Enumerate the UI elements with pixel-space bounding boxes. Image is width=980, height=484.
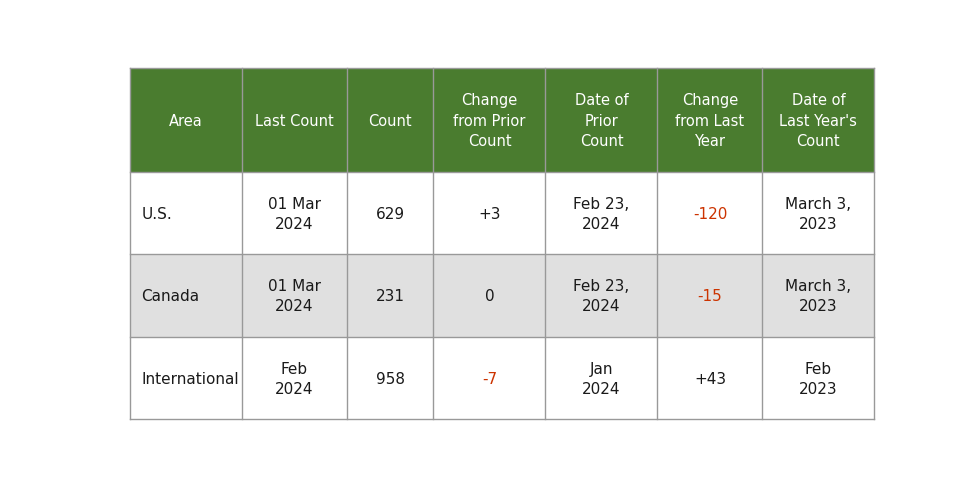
- Bar: [546, 69, 658, 173]
- Bar: [242, 255, 347, 337]
- Bar: [658, 255, 762, 337]
- Bar: [762, 173, 874, 255]
- Text: Change
from Last
Year: Change from Last Year: [675, 93, 745, 149]
- Text: -7: -7: [482, 371, 497, 386]
- Bar: [433, 69, 546, 173]
- Text: Jan
2024: Jan 2024: [582, 361, 620, 396]
- Text: March 3,
2023: March 3, 2023: [785, 279, 852, 314]
- Bar: [130, 337, 242, 420]
- Bar: [433, 173, 546, 255]
- Text: 958: 958: [375, 371, 405, 386]
- Bar: [242, 337, 347, 420]
- Bar: [130, 255, 242, 337]
- Text: Count: Count: [368, 113, 412, 128]
- Text: 01 Mar
2024: 01 Mar 2024: [269, 279, 321, 314]
- Text: March 3,
2023: March 3, 2023: [785, 197, 852, 231]
- Bar: [762, 255, 874, 337]
- Text: Change
from Prior
Count: Change from Prior Count: [454, 93, 525, 149]
- Text: Date of
Prior
Count: Date of Prior Count: [574, 93, 628, 149]
- Bar: [433, 255, 546, 337]
- Text: 231: 231: [375, 288, 405, 303]
- Text: Date of
Last Year's
Count: Date of Last Year's Count: [779, 93, 858, 149]
- Bar: [347, 69, 433, 173]
- Bar: [347, 337, 433, 420]
- Bar: [762, 69, 874, 173]
- Bar: [546, 337, 658, 420]
- Text: Feb 23,
2024: Feb 23, 2024: [573, 197, 629, 231]
- Text: U.S.: U.S.: [141, 206, 172, 221]
- Text: International: International: [141, 371, 239, 386]
- Text: 01 Mar
2024: 01 Mar 2024: [269, 197, 321, 231]
- Text: 0: 0: [485, 288, 494, 303]
- Text: -120: -120: [693, 206, 727, 221]
- Text: Feb
2023: Feb 2023: [799, 361, 838, 396]
- Bar: [347, 255, 433, 337]
- Bar: [658, 69, 762, 173]
- Bar: [762, 337, 874, 420]
- Bar: [546, 173, 658, 255]
- Text: Feb
2024: Feb 2024: [275, 361, 314, 396]
- Bar: [546, 255, 658, 337]
- Bar: [347, 173, 433, 255]
- Text: 629: 629: [375, 206, 405, 221]
- Bar: [658, 337, 762, 420]
- Text: -15: -15: [698, 288, 722, 303]
- Text: Feb 23,
2024: Feb 23, 2024: [573, 279, 629, 314]
- Bar: [130, 69, 242, 173]
- Text: +3: +3: [478, 206, 501, 221]
- Bar: [433, 337, 546, 420]
- Bar: [658, 173, 762, 255]
- Bar: [242, 173, 347, 255]
- Text: +43: +43: [694, 371, 726, 386]
- Text: Area: Area: [170, 113, 203, 128]
- Bar: [130, 173, 242, 255]
- Text: Last Count: Last Count: [255, 113, 334, 128]
- Bar: [242, 69, 347, 173]
- Text: Canada: Canada: [141, 288, 200, 303]
